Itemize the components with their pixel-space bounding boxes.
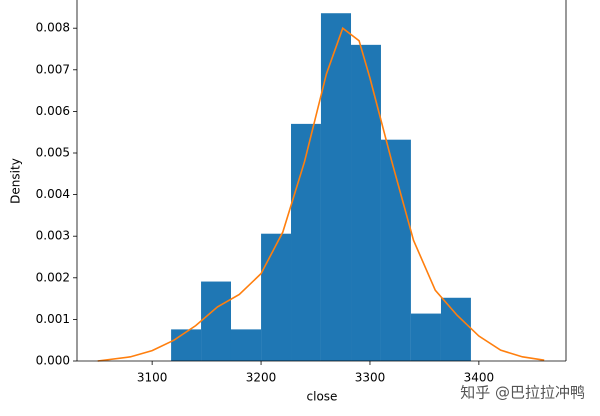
x-tick-label: 3400 — [464, 371, 495, 385]
x-tick-label: 3200 — [246, 371, 277, 385]
bar — [171, 329, 202, 361]
y-tick-label: 0.002 — [36, 270, 70, 284]
y-tick-label: 0.005 — [36, 146, 70, 160]
y-tick-label: 0.006 — [36, 104, 70, 118]
y-tick-label: 0.004 — [36, 187, 70, 201]
bar — [261, 233, 292, 361]
bar — [410, 313, 441, 361]
kde-line — [97, 26, 545, 362]
x-tick-label: 3100 — [137, 371, 168, 385]
y-tick-label: 0.007 — [36, 62, 70, 76]
bar — [440, 297, 471, 361]
bar — [201, 281, 231, 361]
watermark: 知乎 @巴拉拉冲鸭 — [460, 384, 585, 402]
y-tick-label: 0.003 — [36, 229, 70, 243]
y-tick-label: 0.008 — [36, 21, 70, 35]
y-axis-label: Density — [9, 158, 23, 204]
x-tick-label: 3300 — [355, 371, 386, 385]
bar — [380, 139, 411, 361]
x-axis-label: close — [307, 390, 338, 404]
bar — [291, 123, 321, 361]
bar — [320, 13, 352, 362]
bar — [351, 44, 381, 362]
y-tick-label: 0.001 — [36, 312, 70, 326]
bar — [230, 329, 262, 361]
y-tick-label: 0.000 — [36, 354, 70, 368]
